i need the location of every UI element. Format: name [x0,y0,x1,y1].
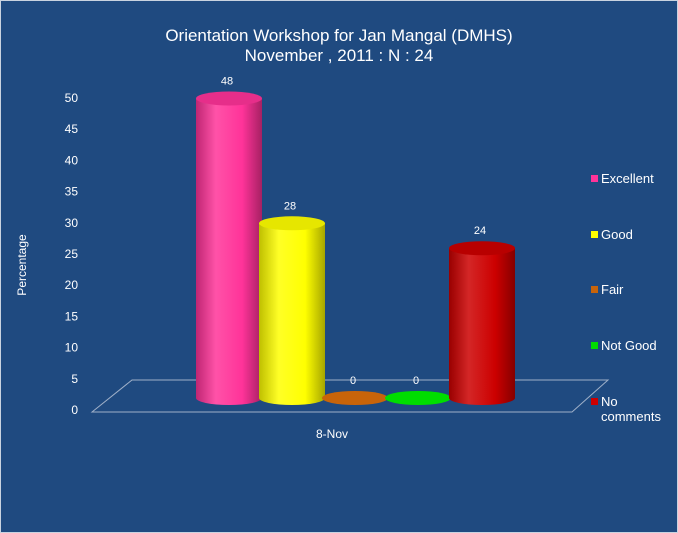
y-tick-label: 0 [71,403,78,417]
bar-top [449,241,515,256]
chart-title: Orientation Workshop for Jan Mangal (DMH… [165,26,513,45]
bar-body [449,248,515,405]
bar-flat [322,391,388,405]
data-label: 0 [413,375,419,387]
y-tick-label: 10 [65,341,79,355]
y-tick-label: 50 [65,91,79,105]
bar-not-good: 0 [385,375,451,405]
bar-top [196,91,262,106]
bar-body [259,223,325,405]
bar-good: 28 [259,200,325,405]
legend-swatch [591,342,598,349]
y-tick-label: 5 [71,372,78,386]
legend-item: No comments [591,394,661,424]
y-axis-label: Percentage [15,234,29,296]
bar-top [259,216,325,231]
legend-item: Not Good [591,338,657,353]
legend-label: Fair [601,282,624,297]
y-tick-label: 20 [65,278,79,292]
data-label: 28 [284,200,296,212]
legend-swatch [591,175,598,182]
legend-label: No comments [601,394,661,424]
data-label: 0 [350,375,356,387]
chart-subtitle: November , 2011 : N : 24 [244,46,434,65]
x-tick-label: 8-Nov [316,427,348,441]
x-axis: 8-Nov [316,427,348,441]
legend: Excellent Good Fair Not Good No comments [591,171,661,424]
bar-fair: 0 [322,375,388,405]
legend-item: Fair [591,282,624,297]
bar-series: 48 28 0 0 24 [196,75,515,405]
bar-no-comments: 24 [449,225,515,405]
legend-swatch [591,398,598,405]
chart-floor [90,379,610,413]
y-tick-label: 35 [65,185,79,199]
data-label: 24 [474,225,486,237]
bar-body [196,98,262,405]
y-tick-label: 40 [65,153,79,167]
bar-excellent: 48 [196,75,262,405]
legend-item: Excellent [591,171,654,186]
y-axis: 0 5 10 15 20 25 30 35 40 45 50 [65,91,79,417]
legend-label: Good [601,227,633,242]
legend-item: Good [591,227,633,242]
y-tick-label: 15 [65,309,79,323]
y-tick-label: 25 [65,247,79,261]
data-label: 48 [221,75,233,87]
legend-swatch [591,286,598,293]
y-tick-label: 45 [65,122,79,136]
y-tick-label: 30 [65,216,79,230]
legend-label: Not Good [601,338,657,353]
legend-swatch [591,231,598,238]
floor-outline [90,379,610,413]
bar-flat [385,391,451,405]
legend-label: Excellent [601,171,654,186]
